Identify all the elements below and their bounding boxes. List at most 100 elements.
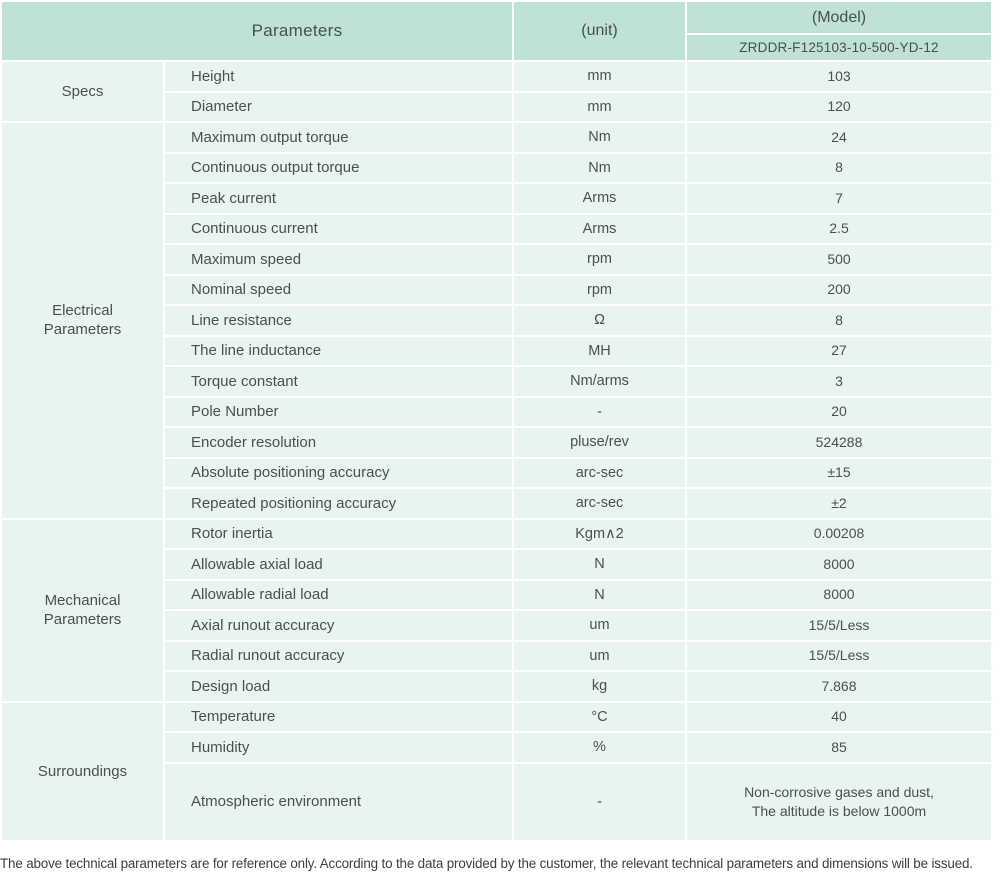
- param-cell: Diameter: [163, 90, 514, 123]
- unit-cell: Nm/arms: [512, 365, 687, 398]
- value-cell: ±15: [685, 456, 993, 489]
- unit-cell: MH: [512, 334, 687, 367]
- footnote: The above technical parameters are for r…: [0, 855, 973, 871]
- unit-cell: rpm: [512, 273, 687, 306]
- param-cell: The line inductance: [163, 334, 514, 367]
- param-cell: Maximum output torque: [163, 121, 514, 154]
- table-row: Diameter mm 120: [1, 90, 993, 123]
- param-cell: Rotor inertia: [163, 517, 514, 550]
- param-cell: Continuous output torque: [163, 151, 514, 184]
- param-cell: Pole Number: [163, 395, 514, 428]
- param-cell: Torque constant: [163, 365, 514, 398]
- unit-cell: mm: [512, 90, 687, 123]
- header-unit-label: (unit): [512, 0, 687, 62]
- param-cell: Absolute positioning accuracy: [163, 456, 514, 489]
- unit-cell: mm: [512, 60, 687, 93]
- param-cell: Humidity: [163, 731, 514, 764]
- value-cell: 7.868: [685, 670, 993, 703]
- unit-cell: Kgm∧2: [512, 517, 687, 550]
- value-cell: 2.5: [685, 212, 993, 245]
- value-cell: 24: [685, 121, 993, 154]
- unit-cell: N: [512, 548, 687, 581]
- unit-cell: Arms: [512, 182, 687, 215]
- table-row: Specs Height mm 103: [0, 60, 993, 123]
- value-cell: 8: [685, 151, 993, 184]
- param-cell: Maximum speed: [163, 243, 514, 276]
- param-cell: Axial runout accuracy: [163, 609, 514, 642]
- value-cell: 500: [685, 243, 993, 276]
- table-row: Allowable radial load N 8000: [1, 578, 993, 611]
- table-body: Specs Height mm 103 Diameter mm 120 Electrical …: [0, 60, 993, 842]
- unit-cell: rpm: [512, 243, 687, 276]
- unit-cell: pluse/rev: [512, 426, 687, 459]
- value-cell: 15/5/Less: [685, 609, 993, 642]
- value-cell: 8: [685, 304, 993, 337]
- header-row-2: ZRDDR-F125103-10-500-YD-12: [1, 33, 993, 62]
- table-row: Surroundings Temperature °C 40: [0, 700, 993, 842]
- unit-cell: %: [512, 731, 687, 764]
- table-row: Allowable axial load N 8000: [1, 548, 993, 581]
- unit-cell: N: [512, 578, 687, 611]
- unit-cell: um: [512, 639, 687, 672]
- value-cell: 27: [685, 334, 993, 367]
- param-cell: Allowable radial load: [163, 578, 514, 611]
- param-cell: Nominal speed: [163, 273, 514, 306]
- unit-cell: Nm: [512, 151, 687, 184]
- value-cell: 200: [685, 273, 993, 306]
- value-cell: 8000: [685, 578, 993, 611]
- unit-cell: kg: [512, 670, 687, 703]
- table-row: Continuous current Arms 2.5: [1, 212, 993, 245]
- unit-cell: um: [512, 609, 687, 642]
- table-row: Electrical Parameters Maximum output torq…: [0, 121, 993, 520]
- param-cell: Radial runout accuracy: [163, 639, 514, 672]
- param-cell: Design load: [163, 670, 514, 703]
- unit-cell: Ω: [512, 304, 687, 337]
- header-model-label: (Model): [685, 0, 993, 35]
- table-row: Encoder resolution pluse/rev 524288: [1, 426, 993, 459]
- table-header: Parameters (unit) (Model) ZRDDR-F125103-…: [0, 0, 993, 62]
- value-cell: 103: [685, 60, 993, 93]
- header-model-value: ZRDDR-F125103-10-500-YD-12: [685, 33, 993, 62]
- param-cell: Encoder resolution: [163, 426, 514, 459]
- table-row: Atmospheric environment - Non-corrosive ga…: [1, 761, 993, 842]
- table-row: Continuous output torque Nm 8: [1, 151, 993, 184]
- unit-cell: arc-sec: [512, 487, 687, 520]
- value-cell: 524288: [685, 426, 993, 459]
- value-cell: ±2: [685, 487, 993, 520]
- param-cell: Height: [163, 60, 514, 93]
- value-cell: 15/5/Less: [685, 639, 993, 672]
- value-cell: 85: [685, 731, 993, 764]
- value-cell: 8000: [685, 548, 993, 581]
- value-cell: 3: [685, 365, 993, 398]
- value-cell: Non-corrosive gases and dust, The altitu…: [685, 761, 993, 842]
- value-cell: 7: [685, 182, 993, 215]
- param-cell: Allowable axial load: [163, 548, 514, 581]
- table-row: Repeated positioning accuracy arc-sec ±2: [1, 487, 993, 520]
- table-row: The line inductance MH 27: [1, 334, 993, 367]
- unit-cell: -: [512, 761, 687, 842]
- unit-cell: °C: [512, 700, 687, 733]
- table-row: Absolute positioning accuracy arc-sec ±15: [1, 456, 993, 489]
- section-cell-specs: Specs: [0, 60, 165, 123]
- param-cell: Continuous current: [163, 212, 514, 245]
- table-row: Maximum speed rpm 500: [1, 243, 993, 276]
- header-parameters-label: Parameters: [0, 0, 514, 62]
- param-cell: Atmospheric environment: [163, 761, 514, 842]
- value-cell: 40: [685, 700, 993, 733]
- param-cell: Line resistance: [163, 304, 514, 337]
- table-row: Mechanical Parameters Rotor inertia Kgm∧2 0…: [0, 517, 993, 703]
- section-cell-electrical-parameters: Electrical Parameters: [0, 121, 165, 520]
- value-cell: 120: [685, 90, 993, 123]
- table-row: Humidity% 85: [1, 731, 993, 764]
- unit-cell: Arms: [512, 212, 687, 245]
- value-cell: 20: [685, 395, 993, 428]
- header-row-1: Parameters (unit) (Model): [0, 0, 993, 62]
- unit-cell: Nm: [512, 121, 687, 154]
- param-cell: Peak current: [163, 182, 514, 215]
- unit-cell: -: [512, 395, 687, 428]
- table-row: Peak current Arms 7: [1, 182, 993, 215]
- table-row: Pole Number -20: [1, 395, 993, 428]
- section-cell-surroundings: Surroundings: [0, 700, 165, 842]
- unit-cell: arc-sec: [512, 456, 687, 489]
